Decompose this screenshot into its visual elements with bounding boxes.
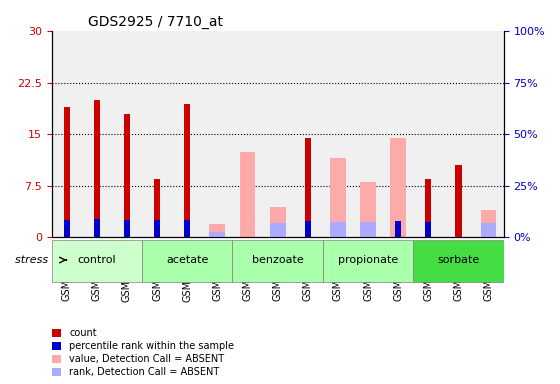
Bar <box>480 210 497 237</box>
Bar <box>124 220 130 237</box>
Bar <box>124 114 130 237</box>
Bar <box>425 179 431 237</box>
Bar <box>413 240 503 282</box>
Bar <box>63 220 70 237</box>
Text: acetate: acetate <box>166 255 208 265</box>
Bar <box>240 152 255 237</box>
Text: GDS2925 / 7710_at: GDS2925 / 7710_at <box>88 15 223 29</box>
Legend: count, percentile rank within the sample, value, Detection Call = ABSENT, rank, : count, percentile rank within the sample… <box>50 326 236 379</box>
Bar <box>94 219 100 237</box>
Text: stress: stress <box>15 255 52 265</box>
Bar <box>94 100 100 237</box>
Bar <box>184 220 190 237</box>
Bar <box>63 107 70 237</box>
Bar <box>330 222 346 237</box>
Bar <box>209 232 225 237</box>
Bar <box>184 104 190 237</box>
Bar <box>330 159 346 237</box>
Bar <box>270 207 286 237</box>
Text: benzoate: benzoate <box>252 255 304 265</box>
Bar <box>390 138 406 237</box>
Bar <box>142 240 232 282</box>
Bar <box>360 222 376 237</box>
Text: propionate: propionate <box>338 255 398 265</box>
Text: control: control <box>77 255 116 265</box>
Bar <box>323 240 413 282</box>
Bar <box>305 138 311 237</box>
Text: sorbate: sorbate <box>437 255 479 265</box>
Bar <box>270 223 286 237</box>
Bar <box>209 224 225 237</box>
Bar <box>395 221 402 237</box>
Bar <box>360 182 376 237</box>
Bar <box>425 222 431 237</box>
Bar <box>305 221 311 237</box>
Bar <box>154 179 160 237</box>
Bar <box>480 223 497 237</box>
Bar <box>232 240 323 282</box>
Bar <box>52 240 142 282</box>
Bar <box>455 166 461 237</box>
Bar <box>154 220 160 237</box>
